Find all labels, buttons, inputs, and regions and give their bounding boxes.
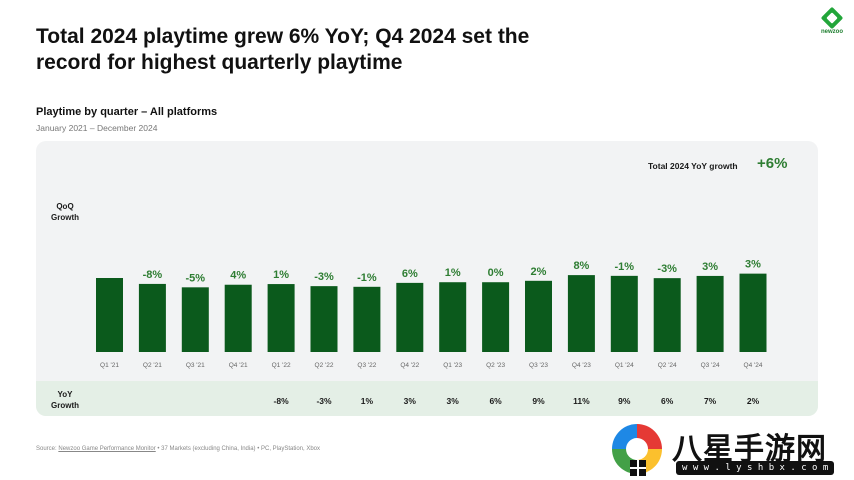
qoq-label: -8% bbox=[143, 269, 163, 281]
x-tick-label: Q3 '21 bbox=[186, 362, 205, 369]
qoq-label-line1: QoQ bbox=[56, 202, 74, 211]
headline: Total 2024 playtime grew 6% YoY; Q4 2024… bbox=[36, 25, 530, 74]
bar bbox=[396, 282, 424, 352]
chart-subtitle: January 2021 – December 2024 bbox=[36, 123, 158, 133]
bar bbox=[610, 275, 638, 352]
qoq-label: 1% bbox=[273, 269, 289, 281]
chart-title: Playtime by quarter – All platforms bbox=[36, 106, 218, 118]
yoy-value: 6% bbox=[661, 396, 674, 406]
qoq-label: 2% bbox=[531, 266, 547, 278]
bar bbox=[439, 282, 467, 352]
x-tick-label: Q1 '23 bbox=[443, 362, 462, 369]
yoy-label-line1: YoY bbox=[57, 390, 73, 399]
qoq-label: -3% bbox=[657, 263, 677, 275]
source-prefix: Source: bbox=[36, 446, 59, 452]
source-note: Source: Newzoo Game Performance Monitor … bbox=[36, 446, 320, 452]
yoy-value: -8% bbox=[274, 396, 290, 406]
qoq-label: 3% bbox=[702, 261, 718, 273]
bar bbox=[482, 282, 510, 352]
x-tick-label: Q2 '21 bbox=[143, 362, 162, 369]
newzoo-logo: newzoo bbox=[815, 6, 849, 40]
yoy-value: 1% bbox=[361, 396, 374, 406]
x-tick-label: Q4 '24 bbox=[744, 362, 763, 369]
qoq-label: 6% bbox=[402, 268, 418, 280]
newzoo-logo-icon bbox=[820, 6, 844, 30]
bar bbox=[224, 284, 252, 352]
qoq-label: -5% bbox=[186, 272, 206, 284]
watermark-title: 八星手游网 bbox=[672, 433, 827, 466]
x-tick-label: Q1 '24 bbox=[615, 362, 634, 369]
total-yoy-label: Total 2024 YoY growth bbox=[648, 161, 738, 171]
yoy-value: -3% bbox=[316, 396, 332, 406]
qoq-label: 1% bbox=[445, 267, 461, 279]
yoy-label-line2: Growth bbox=[51, 401, 79, 410]
qoq-label: -3% bbox=[314, 271, 334, 283]
bar bbox=[653, 278, 681, 352]
bar bbox=[267, 284, 295, 352]
yoy-value: 9% bbox=[532, 396, 545, 406]
total-yoy-value: +6% bbox=[757, 155, 788, 172]
x-tick-label: Q2 '24 bbox=[658, 362, 677, 369]
yoy-value: 2% bbox=[747, 396, 760, 406]
x-tick-label: Q2 '23 bbox=[486, 362, 505, 369]
yoy-value: 9% bbox=[618, 396, 631, 406]
grid-icon bbox=[630, 460, 646, 476]
qoq-label: 3% bbox=[745, 259, 761, 271]
source-suffix: • 37 Markets (excluding China, India) • … bbox=[155, 446, 321, 452]
logo-text: newzoo bbox=[821, 29, 843, 35]
yoy-value: 3% bbox=[404, 396, 417, 406]
yoy-value: 11% bbox=[573, 396, 590, 406]
bar bbox=[739, 273, 767, 352]
chart-panel: Total 2024 YoY growth +6% QoQ Growth YoY… bbox=[36, 141, 818, 416]
x-tick-label: Q1 '21 bbox=[100, 362, 119, 369]
bar bbox=[567, 275, 595, 352]
qoq-label-line2: Growth bbox=[51, 213, 79, 222]
qoq-label: -1% bbox=[357, 272, 377, 284]
bar bbox=[696, 275, 724, 352]
yoy-band bbox=[36, 381, 818, 416]
watermark: 八星手游网 w w w . l y s h b x . c o m bbox=[608, 420, 854, 480]
qoq-label: 8% bbox=[573, 260, 589, 272]
bar bbox=[525, 280, 552, 352]
yoy-value: 6% bbox=[489, 396, 502, 406]
bar bbox=[96, 278, 123, 352]
x-tick-label: Q2 '22 bbox=[315, 362, 334, 369]
bar bbox=[310, 286, 338, 352]
bar bbox=[138, 283, 166, 352]
x-tick-label: Q3 '24 bbox=[701, 362, 720, 369]
watermark-url: w w w . l y s h b x . c o m bbox=[676, 461, 835, 475]
bar bbox=[353, 286, 381, 352]
x-tick-label: Q1 '22 bbox=[272, 362, 291, 369]
bar bbox=[181, 287, 209, 352]
qoq-label: -1% bbox=[615, 261, 635, 273]
x-tick-label: Q4 '22 bbox=[400, 362, 419, 369]
x-tick-label: Q3 '22 bbox=[357, 362, 376, 369]
qoq-row-label: QoQ Growth bbox=[40, 201, 90, 223]
yoy-value: 7% bbox=[704, 396, 717, 406]
qoq-label: 0% bbox=[488, 267, 504, 279]
x-tick-label: Q4 '23 bbox=[572, 362, 591, 369]
x-tick-label: Q4 '21 bbox=[229, 362, 248, 369]
x-tick-label: Q3 '23 bbox=[529, 362, 548, 369]
qoq-label: 4% bbox=[230, 270, 246, 282]
yoy-row-label: YoY Growth bbox=[40, 389, 90, 411]
bar-chart: Q1 '21 -8% Q2 '21 -5% Q3 '21 4% Q4 '21 1% Q1 '22… bbox=[96, 259, 767, 406]
source-link[interactable]: Newzoo Game Performance Monitor bbox=[58, 446, 156, 452]
yoy-value: 3% bbox=[447, 396, 460, 406]
